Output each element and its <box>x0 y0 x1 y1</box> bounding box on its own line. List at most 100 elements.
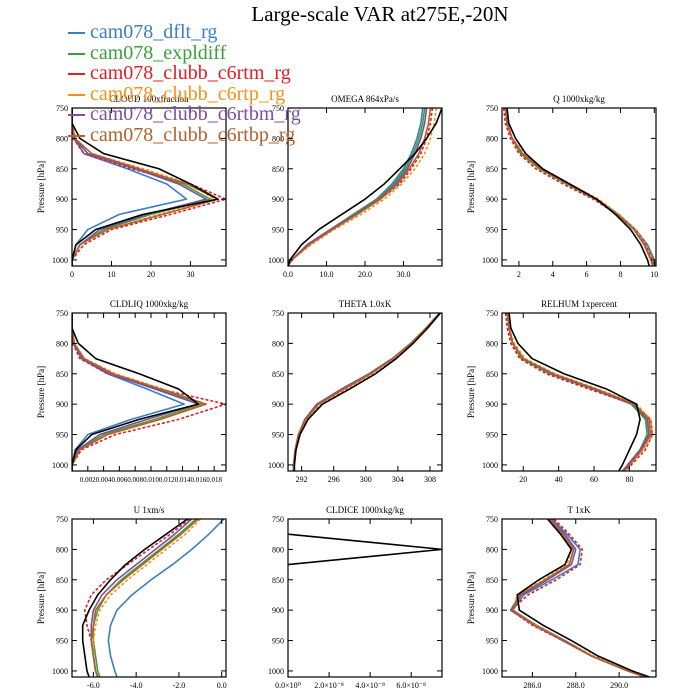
y-tick-label: 850 <box>486 370 498 379</box>
x-tick-label: -6.0 <box>87 681 100 690</box>
x-tick-label: 0.006 <box>112 476 128 484</box>
x-tick-label: 4 <box>551 270 555 279</box>
y-tick-label: 900 <box>56 195 68 204</box>
y-tick-label: 1000 <box>52 667 68 676</box>
y-tick-label: 750 <box>486 309 498 318</box>
x-tick-label: 8 <box>618 270 622 279</box>
y-tick-label: 850 <box>272 165 284 174</box>
series-line <box>504 108 656 266</box>
series-line <box>288 108 428 266</box>
series-line <box>516 519 650 677</box>
x-tick-label: 60 <box>590 475 598 484</box>
series-line <box>509 519 646 677</box>
x-tick-label: 0.014 <box>175 476 191 484</box>
series-line <box>288 108 426 266</box>
panel-title: Q 1000xkg/kg <box>553 94 605 104</box>
y-axis-label: Pressure [hPa] <box>466 572 476 624</box>
series-line <box>288 108 432 266</box>
series-group <box>72 313 226 471</box>
y-tick-label: 800 <box>486 134 498 143</box>
series-line <box>506 313 654 471</box>
panel-t: 750 800 850 900 950 1000 286.0 288.0 290.0 T 1xK P… <box>466 505 657 690</box>
legend-swatch <box>68 52 85 55</box>
series-line <box>90 519 199 677</box>
series-line <box>504 108 654 266</box>
series-group <box>502 108 656 266</box>
y-tick-label: 900 <box>486 195 498 204</box>
legend-label: cam078_clubb_c6rtbp_rg <box>90 123 296 146</box>
y-tick-label: 800 <box>56 134 68 143</box>
y-tick-label: 950 <box>272 431 284 440</box>
y-tick-label: 1000 <box>268 256 284 265</box>
panel-title: T 1xK <box>567 505 591 515</box>
series-line <box>92 519 197 677</box>
panel-title: CLDLIQ 1000xkg/kg <box>110 299 189 309</box>
series-line <box>509 519 646 677</box>
y-axis-label: Pressure [hPa] <box>466 161 476 213</box>
y-tick-label: 750 <box>272 515 284 524</box>
series-line <box>90 519 193 677</box>
y-tick-label: 750 <box>272 104 284 113</box>
y-tick-label: 900 <box>486 400 498 409</box>
y-tick-label: 1000 <box>52 461 68 470</box>
y-tick-label: 950 <box>272 637 284 646</box>
legend-swatch <box>68 73 85 76</box>
series-line <box>72 313 226 471</box>
x-tick-label: 0.002 <box>80 476 96 484</box>
plot-frame <box>501 518 657 678</box>
y-tick-label: 750 <box>272 309 284 318</box>
series-line <box>508 313 641 471</box>
legend-entry: cam078_clubb_c6rtbp_rg <box>68 123 301 146</box>
panel-cldice: 750 800 850 900 950 1000 0.0×10⁰ 2.0×10⁻⁸ 4.0×10… <box>268 505 443 690</box>
series-line <box>288 108 442 266</box>
x-tick-label: 6.0×10⁻⁸ <box>396 681 426 690</box>
x-tick-label: -4.0 <box>130 681 143 690</box>
y-tick-label: 950 <box>272 226 284 235</box>
y-tick-label: 1000 <box>482 667 498 676</box>
y-tick-label: 850 <box>272 370 284 379</box>
plot-frame <box>71 518 227 678</box>
legend-label: cam078_clubb_c6rtm_rg <box>90 62 291 84</box>
series-line <box>502 108 656 266</box>
panel-q: 750 800 850 900 950 1000 2 4 6 8 10 Q 1000xkg/kg Pre… <box>466 94 658 279</box>
plot-frame <box>287 312 443 472</box>
plot-frame <box>287 518 443 678</box>
series-group <box>288 108 442 266</box>
series-line <box>506 313 650 471</box>
x-tick-label: 0.016 <box>190 476 206 484</box>
x-tick-label: 0 <box>70 270 74 279</box>
legend-label: cam078_expldiff <box>90 41 227 64</box>
x-tick-label: 2 <box>517 270 521 279</box>
series-line <box>506 313 650 471</box>
legend: cam078_dflt_rg cam078_expldiff cam078_club… <box>68 22 301 145</box>
y-tick-label: 850 <box>56 165 68 174</box>
series-line <box>509 519 646 677</box>
series-line <box>72 313 200 471</box>
y-tick-label: 1000 <box>482 461 498 470</box>
x-tick-label: 20.0 <box>358 270 372 279</box>
y-axis-label: Pressure [hPa] <box>466 366 476 418</box>
x-tick-label: 0.010 <box>143 476 159 484</box>
y-tick-label: 800 <box>272 134 284 143</box>
series-line <box>506 313 652 471</box>
series-group <box>504 313 654 471</box>
series-line <box>504 108 656 266</box>
y-axis-label: Pressure [hPa] <box>36 161 46 213</box>
series-line <box>292 313 441 471</box>
panel-u: 750 800 850 900 950 1000 -6.0 -4.0 -2.0 0.0 U 1xm/… <box>36 505 227 690</box>
series-group <box>288 533 442 566</box>
x-tick-label: 0.004 <box>96 476 112 484</box>
y-tick-label: 750 <box>56 104 68 113</box>
series-line <box>72 313 206 471</box>
y-axis-label: Pressure [hPa] <box>36 366 46 418</box>
x-tick-label: 292 <box>296 475 308 484</box>
series-line <box>288 108 438 266</box>
y-tick-label: 750 <box>56 515 68 524</box>
x-tick-label: 0.018 <box>206 476 222 484</box>
series-line <box>512 519 646 677</box>
y-tick-label: 850 <box>56 370 68 379</box>
legend-label: cam078_clubb_c6rtbm_rg <box>90 103 301 125</box>
panel-title: CLOUD 100xfraction <box>109 94 189 104</box>
x-tick-label: 288.0 <box>567 681 585 690</box>
series-line <box>72 313 208 471</box>
